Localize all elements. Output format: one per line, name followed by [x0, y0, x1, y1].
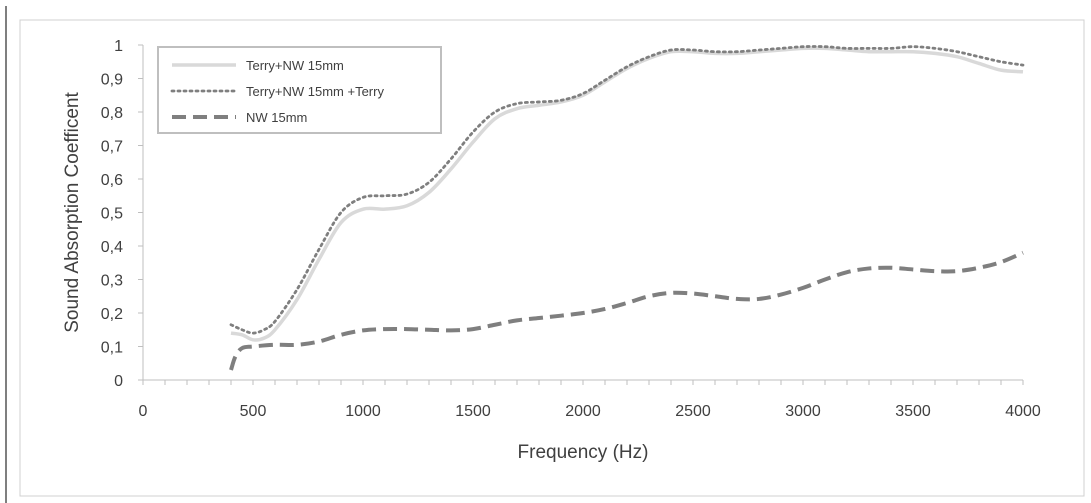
y-tick-label: 0,8: [101, 105, 123, 122]
y-tick-label: 0,2: [101, 306, 123, 323]
y-tick-label: 0,7: [101, 139, 123, 156]
series-line-3: [229, 250, 1024, 371]
y-tick-label: 0,4: [101, 239, 123, 256]
series-line-2: [229, 45, 1025, 335]
x-axis-title: Frequency (Hz): [518, 442, 649, 463]
y-tick-label: 0,6: [101, 172, 123, 189]
x-tick-label: 4000: [1005, 403, 1041, 420]
x-tick-label: 1000: [345, 403, 381, 420]
legend-label: NW 15mm: [246, 110, 307, 125]
x-axis: 0 500 1000 1500 2000 2500 3000 3500 4000: [139, 379, 1041, 420]
y-axis-title: Sound Absorption Coefficent: [62, 92, 83, 333]
legend: Terry+NW 15mm Terry+NW 15mm +Terry NW 15mm: [157, 46, 442, 134]
y-axis: 0 0,1 0,2 0,3 0,4 0,5 0,6 0,7 0,8 0,9 1: [101, 38, 144, 390]
legend-box: [157, 46, 442, 134]
series-layer: [229, 45, 1025, 371]
x-tick-label: 2000: [565, 403, 601, 420]
x-tick-label: 1500: [455, 403, 491, 420]
legend-label: Terry+NW 15mm: [246, 58, 344, 73]
x-tick-label: 3000: [785, 403, 821, 420]
y-tick-label: 0,3: [101, 273, 123, 290]
series-line-1: [230, 46, 1024, 342]
legend-label: Terry+NW 15mm +Terry: [246, 84, 384, 99]
y-tick-label: 0: [114, 373, 123, 390]
x-tick-label: 0: [139, 403, 148, 420]
y-tick-label: 0,1: [101, 340, 123, 357]
x-tick-label: 500: [240, 403, 267, 420]
x-tick-label: 3500: [895, 403, 931, 420]
y-tick-label: 1: [114, 38, 123, 55]
x-tick-label: 2500: [675, 403, 711, 420]
y-tick-label: 0,9: [101, 72, 123, 89]
y-tick-label: 0,5: [101, 206, 123, 223]
